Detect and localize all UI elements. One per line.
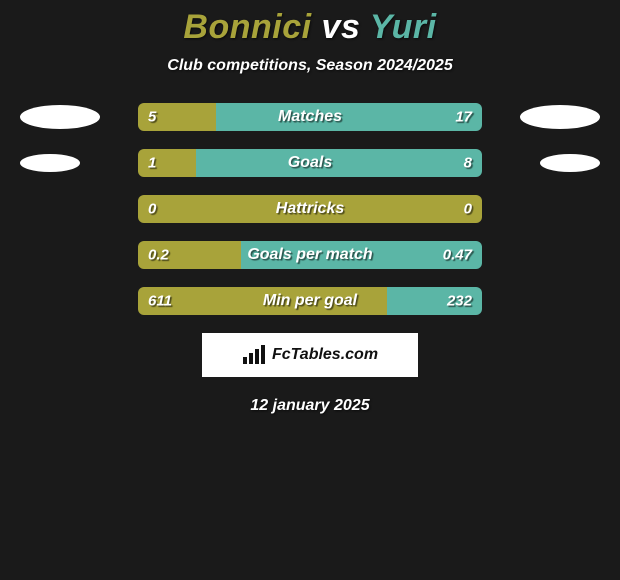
stat-rows: 5 17 Matches 1 8 Goals 0 0 Hattricks 0.2 0.47 Goals…	[0, 103, 620, 315]
left-segment	[138, 149, 196, 177]
stat-bar: 0.2 0.47 Goals per match	[138, 241, 482, 269]
right-value: 0	[464, 201, 472, 218]
stat-bar: 611 232 Min per goal	[138, 287, 482, 315]
player2-ellipse-icon	[520, 105, 600, 129]
left-value: 5	[148, 109, 156, 126]
stat-label: Min per goal	[263, 292, 357, 310]
player1-name: Bonnici	[183, 8, 311, 46]
stat-label: Goals	[288, 154, 332, 172]
left-value: 0	[148, 201, 156, 218]
right-value: 0.47	[443, 247, 472, 264]
stat-label: Matches	[278, 108, 342, 126]
brand-text: FcTables.com	[272, 346, 378, 364]
stat-row: 5 17 Matches	[0, 103, 620, 131]
brand-inner: FcTables.com	[242, 345, 378, 365]
stat-bar: 0 0 Hattricks	[138, 195, 482, 223]
player1-ellipse-icon	[20, 105, 100, 129]
left-value: 611	[148, 293, 172, 310]
stat-row: 1 8 Goals	[0, 149, 620, 177]
infographic-container: Bonnici vs Yuri Club competitions, Seaso…	[0, 0, 620, 415]
right-segment	[196, 149, 482, 177]
page-title: Bonnici vs Yuri	[0, 8, 620, 47]
vs-text: vs	[322, 8, 361, 46]
right-value: 232	[447, 293, 472, 310]
stat-label: Hattricks	[276, 200, 344, 218]
stat-bar: 5 17 Matches	[138, 103, 482, 131]
right-value: 17	[455, 109, 472, 126]
left-value: 1	[148, 155, 156, 172]
player2-name: Yuri	[370, 8, 437, 46]
player1-ellipse-icon	[20, 154, 80, 172]
subtitle: Club competitions, Season 2024/2025	[0, 57, 620, 75]
bars-icon	[242, 345, 268, 365]
right-value: 8	[464, 155, 472, 172]
stat-label: Goals per match	[247, 246, 372, 264]
stat-row: 611 232 Min per goal	[0, 287, 620, 315]
player2-ellipse-icon	[540, 154, 600, 172]
date-text: 12 january 2025	[0, 397, 620, 415]
stat-row: 0 0 Hattricks	[0, 195, 620, 223]
brand-box: FcTables.com	[202, 333, 418, 377]
stat-row: 0.2 0.47 Goals per match	[0, 241, 620, 269]
stat-bar: 1 8 Goals	[138, 149, 482, 177]
left-value: 0.2	[148, 247, 169, 264]
right-segment	[216, 103, 482, 131]
